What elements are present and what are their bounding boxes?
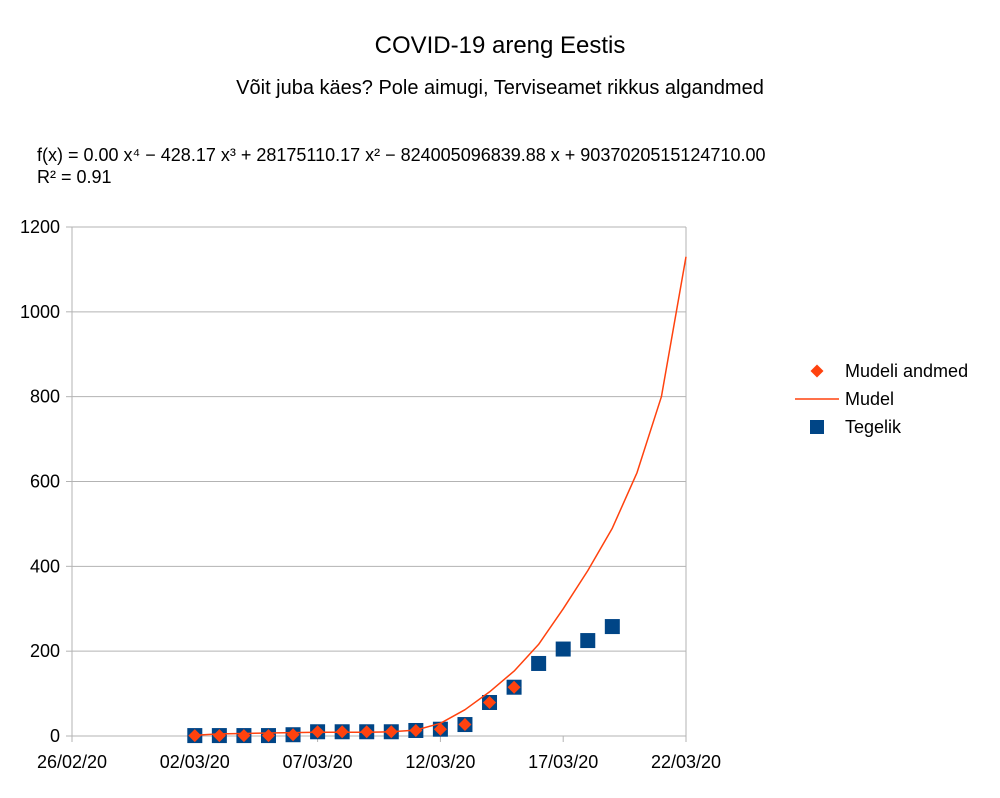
- mudeli-andmed-point: [261, 729, 275, 743]
- y-tick-label: 800: [30, 387, 60, 407]
- mudeli-andmed-point: [507, 680, 521, 694]
- trendline-r-squared: R² = 0.91: [37, 167, 112, 187]
- mudeli-andmed-point: [483, 695, 497, 709]
- legend-label: Tegelik: [845, 417, 902, 437]
- mudeli-andmed-point: [409, 723, 423, 737]
- mudel-line: [194, 256, 687, 736]
- mudeli-andmed-point: [360, 725, 374, 739]
- x-tick-label: 07/03/20: [283, 752, 353, 772]
- y-tick-label: 1200: [20, 217, 60, 237]
- y-tick-label: 400: [30, 556, 60, 576]
- x-tick-label: 26/02/20: [37, 752, 107, 772]
- y-tick-label: 200: [30, 641, 60, 661]
- tegelik-point: [604, 619, 620, 635]
- mudeli-andmed-point: [286, 728, 300, 742]
- legend-label: Mudeli andmed: [845, 361, 968, 381]
- y-tick-label: 0: [50, 726, 60, 746]
- mudeli-andmed-point: [188, 729, 202, 743]
- x-tick-label: 22/03/20: [651, 752, 721, 772]
- mudeli-andmed-point: [335, 725, 349, 739]
- legend-square-icon: [810, 420, 824, 434]
- tegelik-point: [580, 633, 596, 649]
- legend-label: Mudel: [845, 389, 894, 409]
- tegelik-point: [555, 641, 571, 657]
- x-tick-label: 02/03/20: [160, 752, 230, 772]
- mudeli-andmed-point: [237, 729, 251, 743]
- mudeli-andmed-point: [433, 722, 447, 736]
- x-tick-label: 17/03/20: [528, 752, 598, 772]
- x-tick-label: 12/03/20: [405, 752, 475, 772]
- mudeli-andmed-point: [384, 725, 398, 739]
- y-tick-label: 1000: [20, 302, 60, 322]
- trendline-equation: f(x) = 0.00 x⁴ − 428.17 x³ + 28175110.17…: [37, 145, 766, 165]
- y-tick-label: 600: [30, 472, 60, 492]
- mudeli-andmed-point: [458, 718, 472, 732]
- mudeli-andmed-point: [212, 729, 226, 743]
- tegelik-point: [531, 655, 547, 671]
- chart-title: COVID-19 areng Eestis: [374, 32, 626, 59]
- chart-subtitle: Võit juba käes? Pole aimugi, Terviseamet…: [236, 77, 764, 99]
- legend-diamond-icon: [810, 364, 824, 378]
- mudeli-andmed-point: [311, 725, 325, 739]
